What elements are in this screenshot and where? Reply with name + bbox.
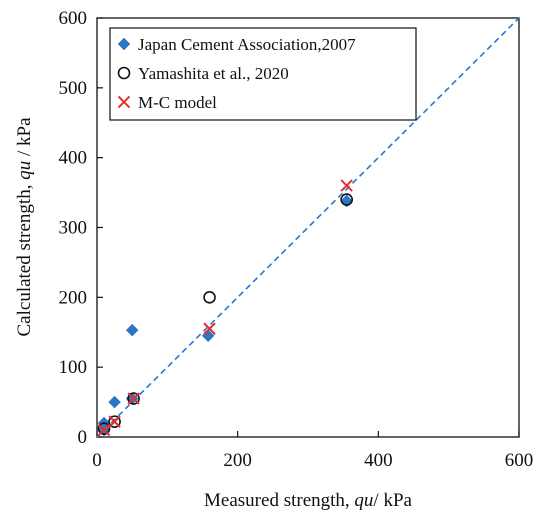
- y-tick-label: 500: [59, 78, 88, 99]
- legend-box: [109, 27, 417, 121]
- y-tick-label: 300: [59, 218, 88, 239]
- x-axis-ticks: 0 200 400 600: [92, 431, 533, 471]
- data-point-circle-open: [203, 291, 216, 304]
- legend-marker-circle-open: [117, 66, 131, 80]
- data-point-circle-open: [127, 392, 140, 405]
- data-points: [97, 179, 354, 437]
- data-point-x: [127, 392, 140, 405]
- x-tick-label: 200: [223, 450, 252, 471]
- data-point-x: [340, 179, 353, 192]
- x-axis-label-text: Measured strength,: [204, 490, 354, 511]
- y-tick-label: 100: [59, 357, 88, 378]
- y-axis-label-unit: / kPa: [14, 117, 35, 161]
- data-point-circle-open: [97, 422, 111, 435]
- y-axis-label-symbol: qu: [14, 161, 35, 180]
- legend-marker-x: [117, 95, 131, 109]
- data-point-x: [97, 423, 111, 437]
- reference-line: [96, 17, 520, 438]
- data-point-x: [203, 322, 216, 335]
- y-tick-label: 600: [59, 8, 88, 29]
- data-point-circle-open: [340, 193, 353, 206]
- y-tick-label: 0: [78, 427, 88, 448]
- x-tick-label: 600: [505, 450, 534, 471]
- y-axis-label: Calculated strength, qu / kPa: [14, 117, 35, 337]
- legend: Japan Cement Association,2007 Yamashita e…: [109, 27, 417, 121]
- legend-marker-diamond: [117, 37, 131, 51]
- legend-label: Japan Cement Association,2007: [138, 35, 356, 54]
- legend-items: Japan Cement Association,2007 Yamashita e…: [117, 35, 356, 112]
- x-tick-label: 400: [364, 450, 393, 471]
- data-point-x: [108, 415, 121, 428]
- x-axis-label: Measured strength, qu/ kPa: [204, 490, 412, 511]
- data-point-circle-open: [108, 415, 121, 428]
- x-tick-label: 0: [92, 450, 102, 471]
- legend-label: Yamashita et al., 2020: [138, 64, 289, 83]
- y-axis-label-text: Calculated strength,: [14, 180, 35, 337]
- y-axis-ticks: 0 100 200 300 400 500 600: [59, 8, 103, 448]
- x-axis-label-unit: / kPa: [373, 490, 412, 511]
- y-tick-label: 200: [59, 287, 88, 308]
- y-tick-label: 400: [59, 148, 88, 169]
- data-point-diamond: [125, 323, 139, 337]
- data-point-diamond: [108, 395, 121, 409]
- x-axis-label-symbol: qu: [354, 490, 373, 511]
- legend-label: M-C model: [138, 93, 217, 112]
